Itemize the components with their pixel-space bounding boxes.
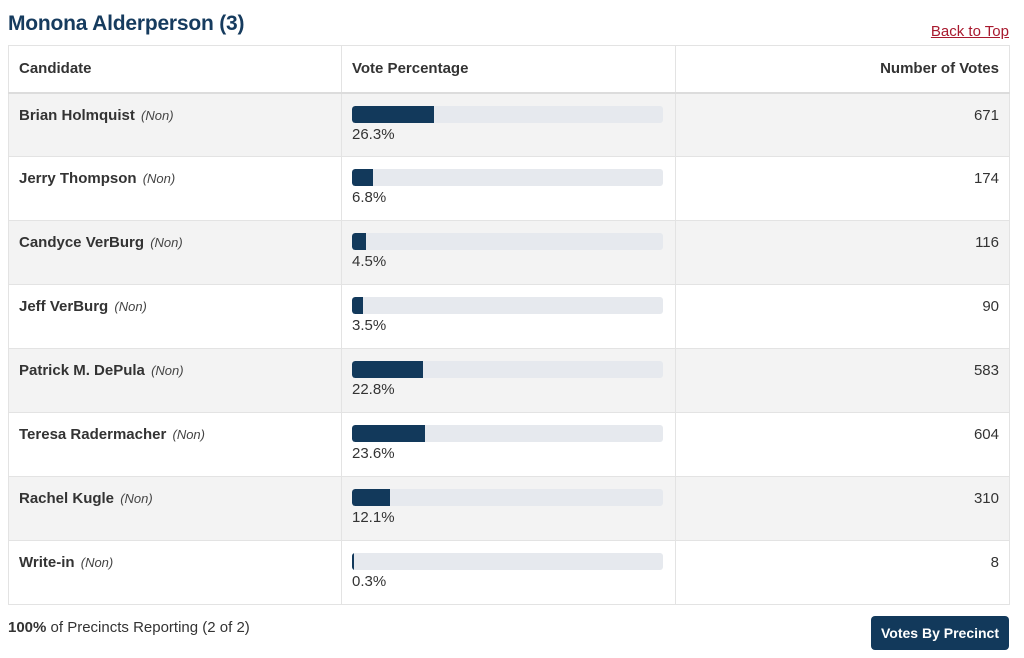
candidate-name: Patrick M. DePula [19,362,145,379]
vote-bar-fill [352,233,366,250]
percentage-cell: 26.3% [341,92,676,157]
candidate-party: (Non) [141,107,174,123]
candidate-name: Write-in [19,554,75,571]
table-row: Rachel Kugle (Non) 12.1% 310 [8,476,1010,541]
table-row: Jerry Thompson (Non) 6.8% 174 [8,156,1010,221]
vote-count: 116 [675,220,1010,285]
vote-percentage: 0.3% [352,573,387,590]
candidate-party: (Non) [150,235,183,250]
vote-count: 604 [675,412,1010,477]
percentage-cell: 4.5% [341,220,676,285]
header-vote-percentage: Vote Percentage [341,45,676,94]
candidate-party: (Non) [120,491,153,506]
vote-percentage: 12.1% [352,509,395,526]
candidate-cell: Jeff VerBurg (Non) [8,284,342,349]
contest-title: Monona Alderperson (3) [8,12,245,35]
candidate-name: Jeff VerBurg [19,298,109,315]
table-row: Write-in (Non) 0.3% 8 [8,540,1010,605]
vote-percentage: 23.6% [352,445,395,462]
percentage-cell: 22.8% [341,348,676,413]
vote-bar-track [352,169,663,186]
vote-count: 310 [675,476,1010,541]
results-table: Candidate Vote Percentage Number of Vote… [8,45,1010,605]
vote-count: 583 [675,348,1010,413]
vote-bar-fill [352,297,363,314]
candidate-name: Teresa Radermacher [19,426,167,443]
vote-bar-fill [352,553,354,570]
candidate-name: Rachel Kugle [19,490,115,507]
candidate-cell: Rachel Kugle (Non) [8,476,342,541]
vote-bar-fill [352,361,423,378]
candidate-cell: Brian Holmquist (Non) [8,92,342,157]
candidate-party: (Non) [172,427,205,442]
vote-percentage: 6.8% [352,189,387,206]
precincts-reporting: 100% of Precincts Reporting (2 of 2) [8,619,250,636]
table-row: Candyce VerBurg (Non) 4.5% 116 [8,220,1010,285]
candidate-name: Brian Holmquist [19,106,135,124]
table-row: Brian Holmquist (Non) 26.3% 671 [8,92,1010,157]
precincts-percent: 100% [8,619,47,636]
header-number-of-votes: Number of Votes [675,45,1010,94]
table-row: Teresa Radermacher (Non) 23.6% 604 [8,412,1010,477]
vote-count: 671 [675,92,1010,157]
candidate-cell: Jerry Thompson (Non) [8,156,342,221]
vote-bar-track [352,233,663,250]
vote-bar-fill [352,425,426,442]
vote-count: 174 [675,156,1010,221]
vote-bar-track [352,425,663,442]
candidate-name: Candyce VerBurg [19,234,145,251]
vote-percentage: 26.3% [352,125,395,143]
precincts-text: of Precincts Reporting (2 of 2) [46,619,250,636]
vote-bar-fill [352,105,434,123]
vote-percentage: 3.5% [352,317,387,334]
vote-percentage: 22.8% [352,381,395,398]
candidate-party: (Non) [114,299,147,314]
percentage-cell: 0.3% [341,540,676,605]
vote-bar-fill [352,489,390,506]
candidate-party: (Non) [80,555,114,570]
vote-bar-track [352,553,663,570]
percentage-cell: 23.6% [341,412,676,477]
vote-bar-track [352,361,663,378]
votes-by-precinct-button[interactable]: Votes By Precinct [871,616,1009,650]
vote-bar-track [352,297,663,314]
vote-count: 8 [675,540,1010,605]
vote-percentage: 4.5% [352,253,387,270]
percentage-cell: 12.1% [341,476,676,541]
candidate-cell: Write-in (Non) [8,540,342,605]
candidate-name: Jerry Thompson [19,170,137,187]
candidate-cell: Candyce VerBurg (Non) [8,220,342,285]
table-row: Patrick M. DePula (Non) 22.8% 583 [8,348,1010,413]
candidate-party: (Non) [151,363,184,378]
vote-bar-track [352,105,663,123]
candidate-cell: Patrick M. DePula (Non) [8,348,342,413]
percentage-cell: 6.8% [341,156,676,221]
percentage-cell: 3.5% [341,284,676,349]
candidate-cell: Teresa Radermacher (Non) [8,412,342,477]
table-row: Jeff VerBurg (Non) 3.5% 90 [8,284,1010,349]
back-to-top-link[interactable]: Back to Top [930,23,1009,40]
header-candidate: Candidate [8,45,342,94]
table-header-row: Candidate Vote Percentage Number of Vote… [8,45,1010,94]
vote-bar-fill [352,169,374,186]
candidate-party: (Non) [142,171,176,186]
vote-bar-track [352,489,663,506]
vote-count: 90 [675,284,1010,349]
